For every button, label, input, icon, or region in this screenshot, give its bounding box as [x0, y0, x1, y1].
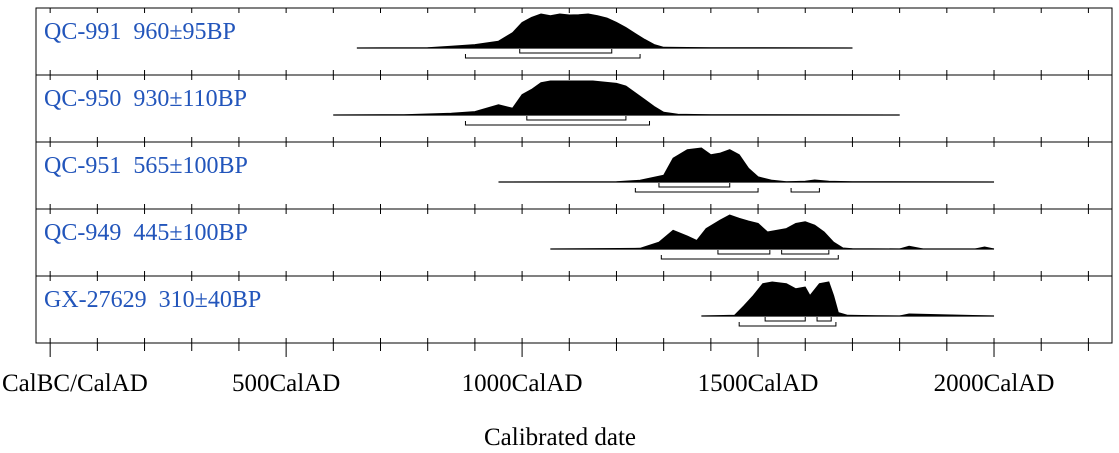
panel-gx-27629: GX-27629 310±40BP — [36, 275, 1112, 343]
x-axis-label: Calibrated date — [484, 424, 636, 451]
sample-id: QC-951 — [44, 153, 121, 179]
range-2sigma — [738, 322, 837, 327]
tick-label: 2000CalAD — [934, 370, 1055, 397]
sample-date: 445±100BP — [133, 220, 248, 246]
probability-distribution — [550, 214, 995, 250]
sample-label: QC-991 960±95BP — [44, 19, 236, 45]
sample-date: 960±95BP — [133, 19, 236, 45]
sample-id: GX-27629 — [44, 287, 147, 313]
panel-qc-991: QC-991 960±95BP — [44, 8, 1089, 75]
panels: QC-991 960±95BP QC-950 930±110BP QC-951 565±1… — [35, 7, 1113, 344]
range-1sigma — [764, 317, 806, 322]
range-2sigma — [464, 121, 651, 126]
sample-label: QC-949 445±100BP — [44, 220, 248, 246]
sample-label: GX-27629 310±40BP — [44, 287, 261, 313]
panel-qc-949: QC-949 445±100BP — [36, 208, 1112, 276]
sample-id: QC-949 — [44, 220, 121, 246]
probability-distribution — [356, 13, 853, 49]
range-1sigma — [781, 250, 830, 255]
sample-label: QC-950 930±110BP — [44, 86, 247, 112]
plot-frame — [35, 7, 1113, 344]
tick-label: 1000CalAD — [462, 370, 583, 397]
range-2sigma — [790, 188, 820, 193]
range-1sigma — [519, 49, 613, 54]
sample-id: QC-950 — [44, 86, 121, 112]
sample-date: 565±100BP — [133, 153, 248, 179]
x-axis: CalBC/CalAD 500CalAD 1000CalAD 1500CalAD 200… — [2, 343, 1089, 397]
range-2sigma — [660, 255, 839, 260]
probability-distribution — [498, 147, 995, 183]
tick-label: CalBC/CalAD — [2, 370, 148, 397]
panel-qc-950: QC-950 930±110BP — [36, 74, 1112, 142]
range-1sigma — [658, 183, 731, 188]
panel-qc-951: QC-951 565±100BP — [36, 141, 1112, 209]
probability-distribution — [333, 80, 900, 116]
sample-date: 310±40BP — [159, 287, 262, 313]
sample-date: 930±110BP — [133, 86, 247, 112]
probability-distribution — [701, 281, 995, 317]
sample-id: QC-991 — [44, 19, 121, 45]
tick-label: 1500CalAD — [698, 370, 819, 397]
tick-label: 500CalAD — [232, 370, 340, 397]
range-1sigma — [816, 317, 832, 322]
range-2sigma — [464, 54, 641, 59]
range-2sigma — [634, 188, 759, 193]
sample-label: QC-951 565±100BP — [44, 153, 248, 179]
range-1sigma — [717, 250, 771, 255]
range-1sigma — [526, 116, 627, 121]
